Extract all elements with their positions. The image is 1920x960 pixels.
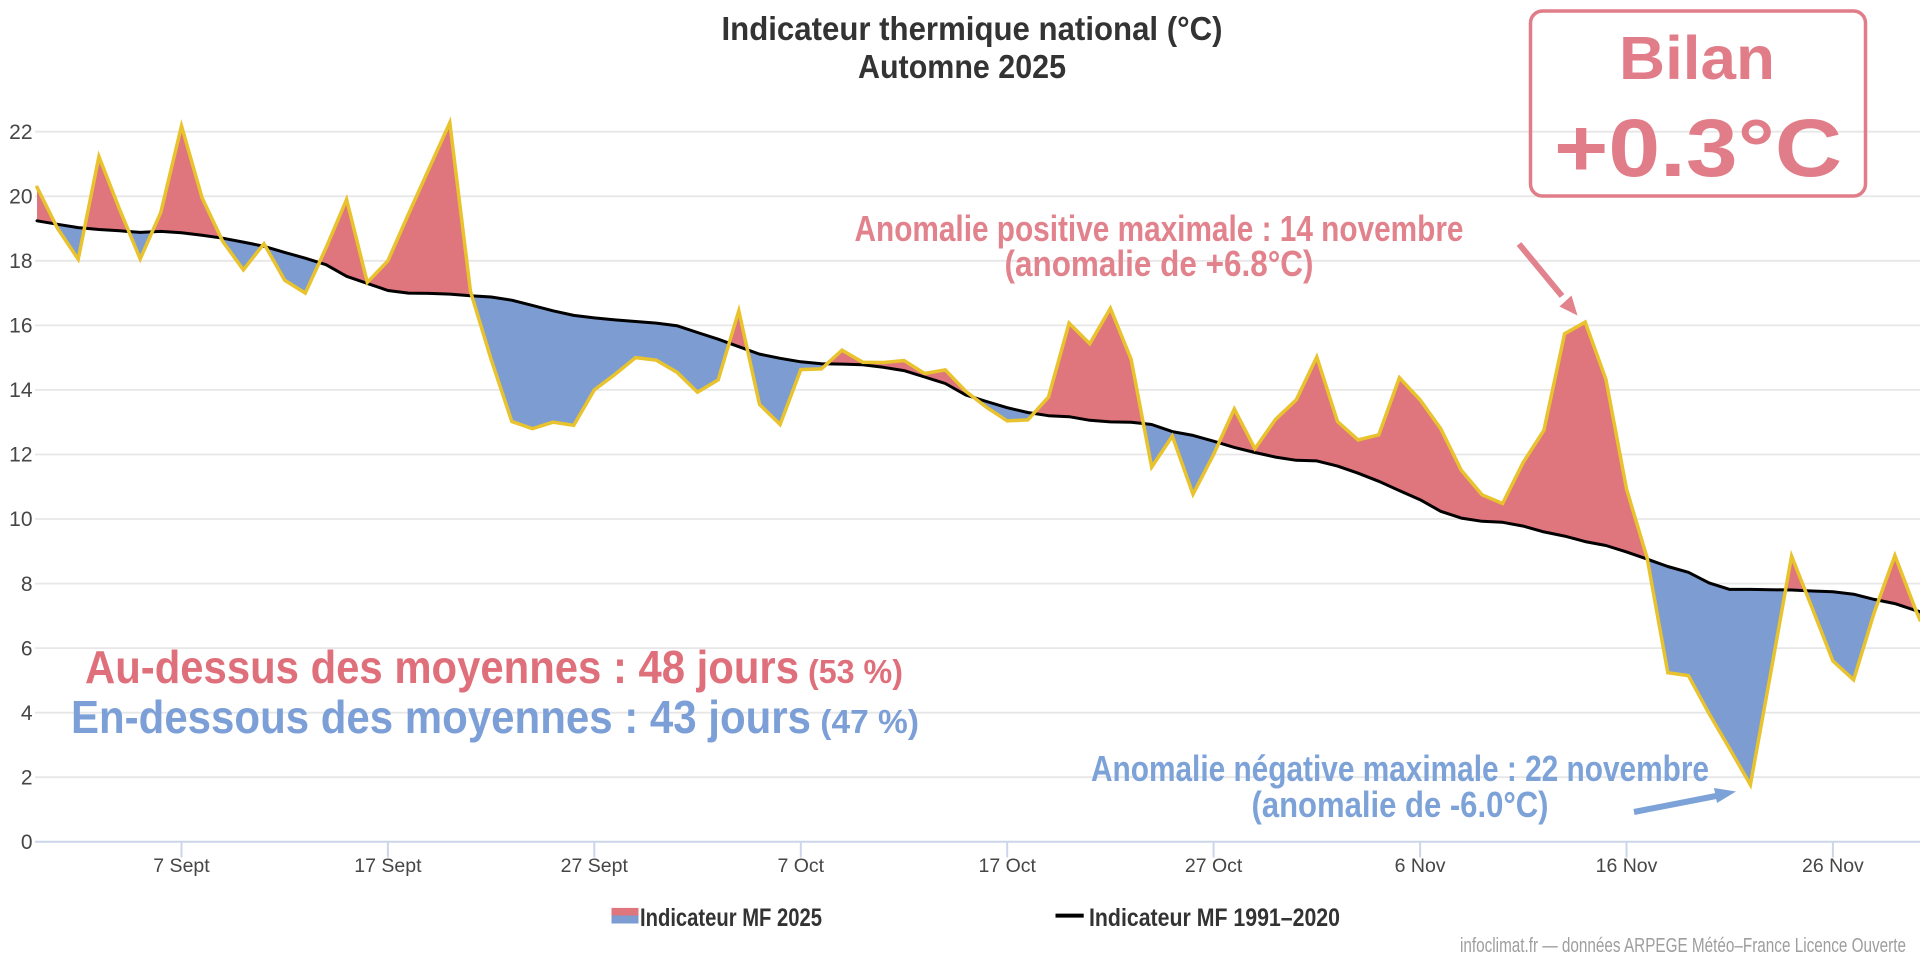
svg-text:27 Sept: 27 Sept (561, 855, 629, 877)
svg-text:2: 2 (21, 766, 33, 789)
svg-text:(anomalie de +6.8°C): (anomalie de +6.8°C) (1005, 243, 1314, 284)
svg-text:8: 8 (21, 573, 33, 596)
svg-text:Bilan: Bilan (1619, 24, 1775, 92)
svg-text:(anomalie de -6.0°C): (anomalie de -6.0°C) (1252, 784, 1549, 825)
svg-text:0: 0 (21, 831, 33, 854)
svg-text:Anomalie positive maximale : 1: Anomalie positive maximale : 14 novembre (855, 208, 1464, 249)
svg-text:17 Oct: 17 Oct (978, 855, 1036, 877)
svg-text:Au-dessus des moyennes : 48 jo: Au-dessus des moyennes : 48 jours (53 %) (85, 641, 903, 693)
svg-text:En-dessous des moyennes : 43 j: En-dessous des moyennes : 43 jours (47 %… (71, 691, 919, 743)
svg-text:Anomalie négative maximale : 2: Anomalie négative maximale : 22 novembre (1091, 748, 1709, 789)
svg-text:7 Oct: 7 Oct (777, 855, 824, 877)
svg-text:10: 10 (9, 508, 32, 531)
svg-text:12: 12 (9, 444, 32, 467)
svg-text:6: 6 (21, 637, 33, 660)
svg-text:14: 14 (9, 379, 33, 402)
svg-text:Indicateur MF 1991–2020: Indicateur MF 1991–2020 (1089, 904, 1340, 932)
svg-text:16 Nov: 16 Nov (1596, 855, 1658, 877)
svg-text:16: 16 (9, 315, 32, 338)
svg-text:18: 18 (9, 250, 32, 273)
svg-text:4: 4 (21, 702, 33, 725)
svg-text:22: 22 (9, 121, 32, 144)
svg-text:26 Nov: 26 Nov (1802, 855, 1864, 877)
svg-text:infoclimat.fr — données ARPEGE: infoclimat.fr — données ARPEGE Météo–Fra… (1460, 935, 1906, 957)
svg-text:+0.3°C: +0.3°C (1554, 103, 1842, 194)
svg-text:20: 20 (9, 186, 32, 209)
svg-text:6 Nov: 6 Nov (1395, 855, 1446, 877)
svg-text:7 Sept: 7 Sept (153, 855, 210, 877)
svg-text:Indicateur MF 2025: Indicateur MF 2025 (640, 904, 822, 932)
svg-text:27 Oct: 27 Oct (1185, 855, 1243, 877)
svg-text:Automne 2025: Automne 2025 (858, 48, 1066, 85)
svg-text:Indicateur thermique national: Indicateur thermique national (°C) (722, 10, 1223, 47)
svg-text:17 Sept: 17 Sept (354, 855, 422, 877)
